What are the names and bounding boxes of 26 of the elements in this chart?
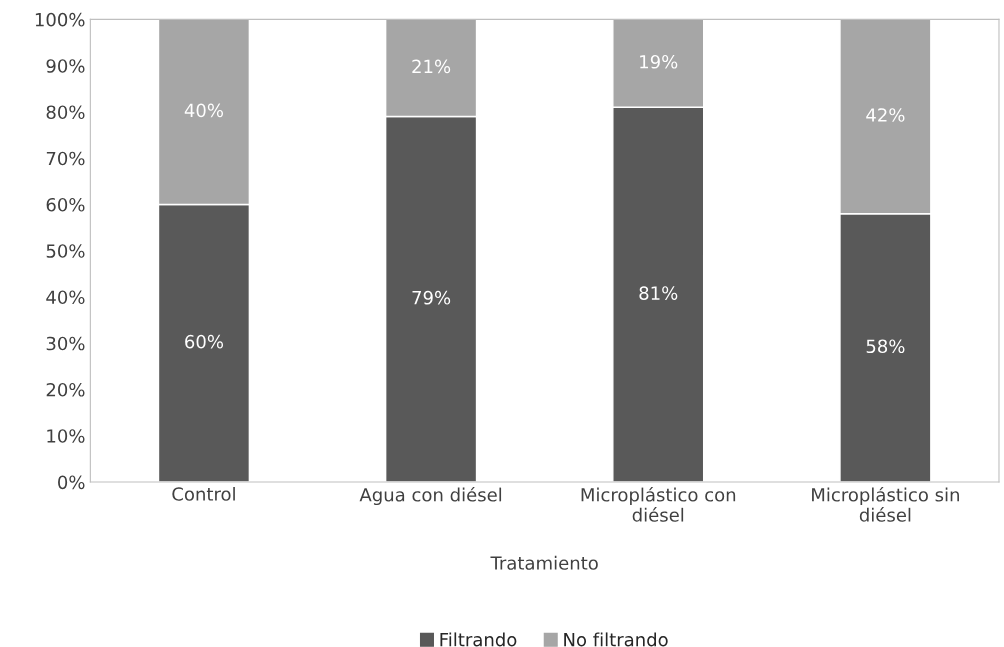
y-tick-label: 90%	[46, 59, 85, 73]
data-label: 42%	[866, 108, 905, 122]
x-tick-label: Agua con diésel	[359, 486, 502, 506]
y-tick-label: 10%	[47, 429, 85, 443]
y-tick-label: 60%	[46, 197, 85, 212]
y-tick-label: 40%	[46, 290, 85, 305]
y-tick-label: 0%	[58, 475, 85, 490]
y-tick-label: 20%	[46, 382, 85, 397]
x-tick-label: Microplástico con diésel	[581, 486, 736, 522]
data-label: 81%	[639, 286, 678, 300]
x-tick-label: Microplástico sin diésel	[812, 486, 959, 522]
legend-label: No filtrando	[564, 632, 668, 647]
x-tick-label: Control	[172, 486, 235, 501]
legend-label: Filtrando	[440, 632, 517, 647]
y-tick-label: 70%	[46, 151, 85, 166]
y-tick-label: 100%	[35, 12, 85, 27]
y-tick-label: 30%	[46, 336, 85, 351]
data-label: 21%	[412, 59, 451, 74]
y-tick-label: 80%	[46, 105, 85, 120]
data-label: 19%	[640, 54, 678, 69]
data-label: 79%	[412, 290, 451, 305]
data-label: 60%	[185, 334, 224, 349]
x-axis-title: Tratamiento	[490, 555, 598, 570]
data-label: 58%	[866, 339, 905, 354]
y-tick-label: 50%	[46, 244, 85, 258]
data-label: 40%	[184, 103, 224, 118]
